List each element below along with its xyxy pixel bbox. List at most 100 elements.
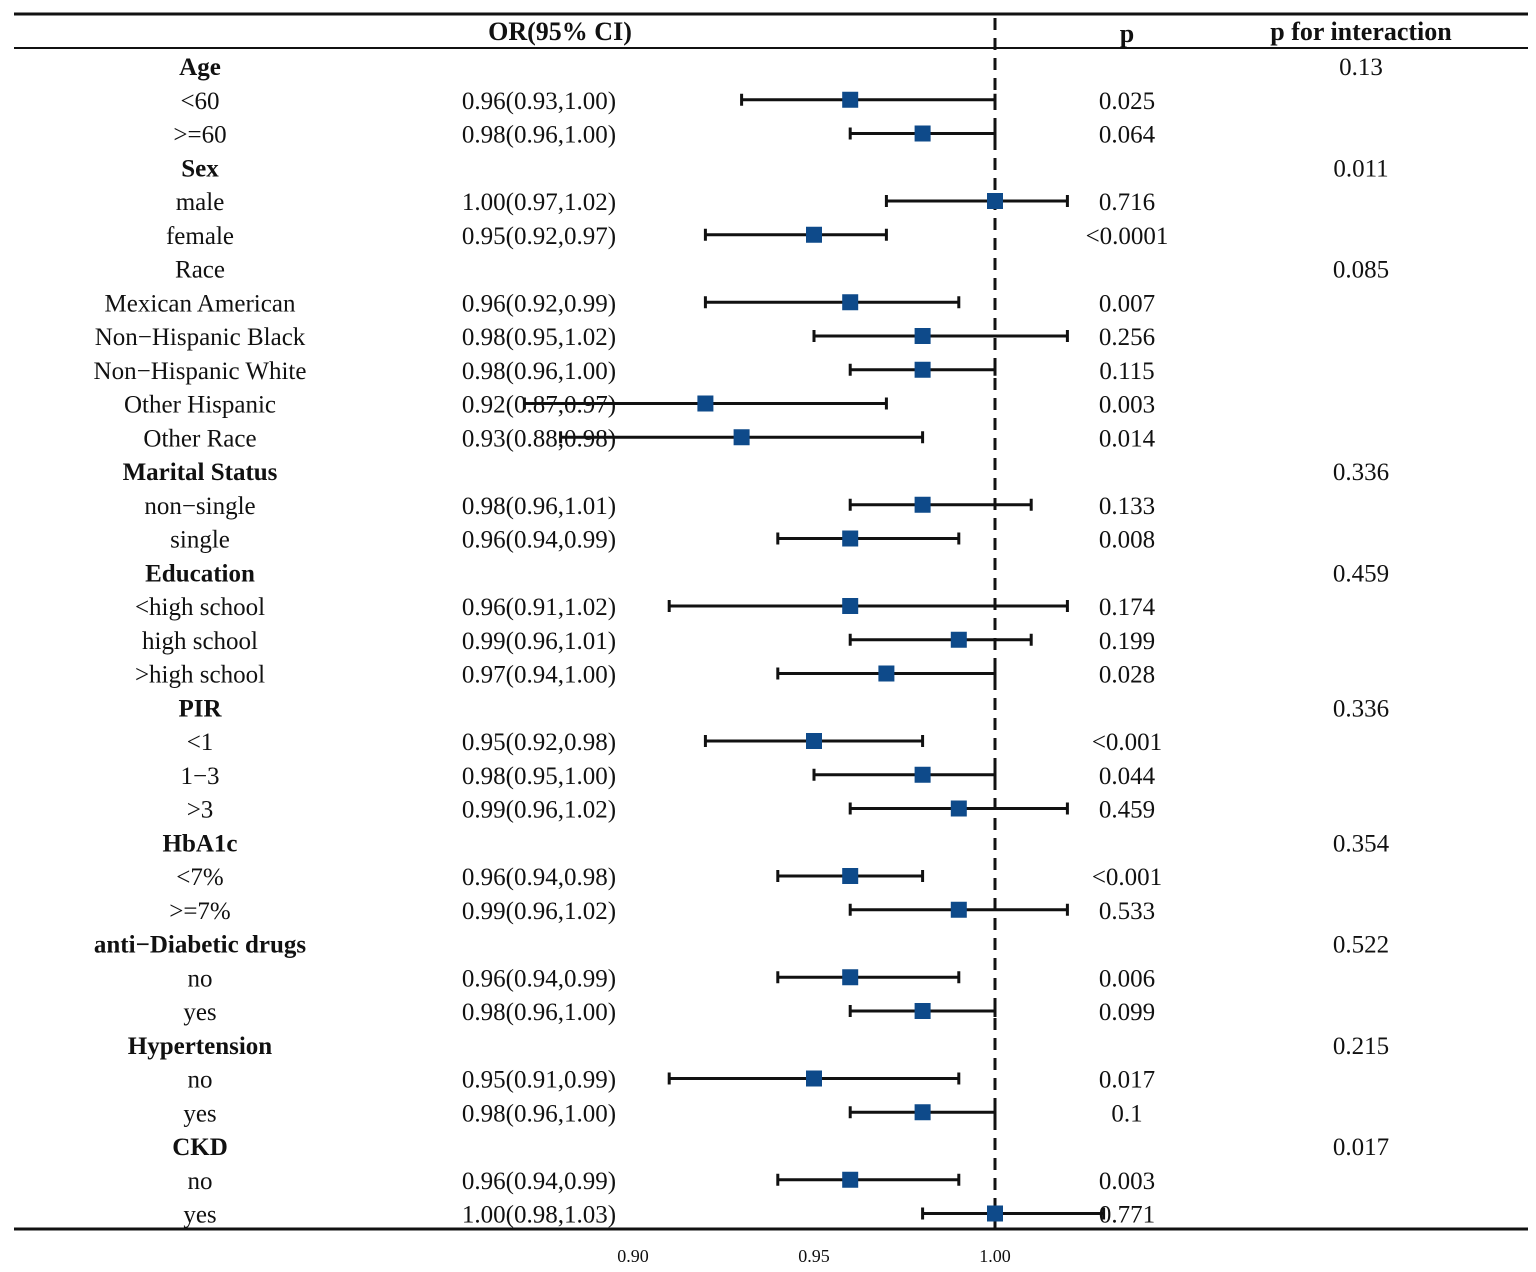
p-value: 0.025 xyxy=(1099,88,1155,115)
or-point-marker xyxy=(697,395,714,412)
or-ci-text: 0.98(0.96,1.00) xyxy=(462,122,616,149)
or-ci-text: 0.95(0.92,0.98) xyxy=(462,729,616,756)
or-point-marker xyxy=(842,91,859,108)
p-value: <0.0001 xyxy=(1086,223,1169,250)
or-ci-text: 0.98(0.95,1.00) xyxy=(462,763,616,790)
p-interaction-value: 0.336 xyxy=(1333,695,1389,722)
subgroup-label: yes xyxy=(183,1100,216,1127)
p-interaction-value: 0.336 xyxy=(1333,459,1389,486)
or-point-marker xyxy=(914,766,931,783)
p-value: 0.115 xyxy=(1099,358,1154,385)
subgroup-label: <7% xyxy=(176,864,223,891)
p-value: 0.007 xyxy=(1099,290,1155,317)
or-point-marker xyxy=(878,665,895,682)
p-interaction-value: 0.215 xyxy=(1333,1033,1389,1060)
or-ci-text: 0.96(0.94,0.98) xyxy=(462,864,616,891)
p-value: 0.006 xyxy=(1099,965,1155,992)
or-ci-text: 0.96(0.94,0.99) xyxy=(462,1168,616,1195)
group-label: Race xyxy=(175,257,225,284)
rows-layer: Age 0.13 <60 0.96(0.93,1.00) 0.025 >=60 0.98(0… xyxy=(94,54,1390,1229)
p-interaction-value: 0.085 xyxy=(1333,257,1389,284)
group-label: Sex xyxy=(181,155,219,182)
or-ci-text: 0.96(0.93,1.00) xyxy=(462,88,616,115)
or-point-marker xyxy=(914,361,931,378)
subgroup-label: non−single xyxy=(144,493,255,520)
p-value: 0.1 xyxy=(1111,1100,1142,1127)
or-ci-text: 0.97(0.94,1.00) xyxy=(462,662,616,689)
x-tick-label: 0.95 xyxy=(798,1246,830,1266)
or-point-marker xyxy=(842,969,859,986)
p-value: 0.003 xyxy=(1099,1168,1155,1195)
or-point-marker xyxy=(806,733,822,749)
subgroup-label: male xyxy=(176,189,225,216)
header-or: OR(95% CI) xyxy=(488,17,632,46)
or-point-marker xyxy=(914,1104,931,1121)
or-point-marker xyxy=(806,1070,822,1087)
ci-layer xyxy=(522,91,1106,1222)
subgroup-label: female xyxy=(166,223,234,250)
or-ci-text: 0.98(0.96,1.00) xyxy=(462,1100,616,1127)
p-value: 0.099 xyxy=(1099,999,1155,1026)
x-axis-ticks: 0.90 0.95 1.00 xyxy=(617,1246,1011,1266)
subgroup-label: >high school xyxy=(135,662,265,689)
header-p: p xyxy=(1120,19,1134,48)
p-value: 0.199 xyxy=(1099,628,1155,655)
or-ci-text: 0.99(0.96,1.01) xyxy=(462,628,616,655)
p-value: 0.028 xyxy=(1099,662,1155,689)
or-point-marker xyxy=(842,294,859,311)
or-point-marker xyxy=(842,598,859,614)
subgroup-label: no xyxy=(188,965,213,992)
or-ci-text: 1.00(0.97,1.02) xyxy=(462,189,616,216)
or-ci-text: 0.98(0.95,1.02) xyxy=(462,324,616,351)
or-point-marker xyxy=(842,868,859,884)
or-ci-text: 1.00(0.98,1.03) xyxy=(462,1202,616,1229)
or-ci-text: 0.96(0.92,0.99) xyxy=(462,290,616,317)
group-label: PIR xyxy=(178,695,222,722)
or-point-marker xyxy=(842,1171,859,1188)
or-ci-text: 0.98(0.96,1.00) xyxy=(462,358,616,385)
group-label: Age xyxy=(179,54,221,81)
or-point-marker xyxy=(914,1003,931,1019)
subgroup-label: yes xyxy=(183,1202,216,1229)
subgroup-label: Mexican American xyxy=(105,290,296,317)
p-value: 0.174 xyxy=(1099,594,1156,621)
p-value: 0.533 xyxy=(1099,898,1155,925)
subgroup-label: >=7% xyxy=(169,898,231,925)
subgroup-label: single xyxy=(170,527,230,554)
p-value: <0.001 xyxy=(1092,729,1162,756)
p-interaction-value: 0.459 xyxy=(1333,560,1389,587)
or-point-marker xyxy=(950,901,967,918)
group-label: Hypertension xyxy=(128,1033,273,1060)
p-value: 0.008 xyxy=(1099,527,1155,554)
p-value: 0.133 xyxy=(1099,493,1155,520)
x-tick-label: 1.00 xyxy=(979,1246,1011,1266)
p-value: 0.064 xyxy=(1099,122,1156,149)
group-label: HbA1c xyxy=(163,830,238,857)
or-ci-text: 0.96(0.94,0.99) xyxy=(462,527,616,554)
subgroup-label: Other Race xyxy=(143,425,256,452)
group-label: CKD xyxy=(172,1134,228,1161)
subgroup-label: Non−Hispanic Black xyxy=(95,324,306,351)
or-ci-text: 0.95(0.91,0.99) xyxy=(462,1067,616,1094)
or-point-marker xyxy=(914,125,931,142)
header-p-interaction: p for interaction xyxy=(1270,17,1452,46)
p-interaction-value: 0.011 xyxy=(1333,155,1388,182)
p-value: 0.771 xyxy=(1099,1202,1155,1229)
subgroup-label: <high school xyxy=(135,594,265,621)
p-value: <0.001 xyxy=(1092,864,1162,891)
subgroup-label: yes xyxy=(183,999,216,1026)
x-tick-label: 0.90 xyxy=(617,1246,649,1266)
subgroup-label: >3 xyxy=(187,797,214,824)
p-value: 0.003 xyxy=(1099,392,1155,419)
p-value: 0.716 xyxy=(1099,189,1155,216)
subgroup-label: high school xyxy=(142,628,258,655)
subgroup-label: >=60 xyxy=(173,122,226,149)
or-point-marker xyxy=(950,631,967,648)
p-value: 0.459 xyxy=(1099,797,1155,824)
or-point-marker xyxy=(914,328,931,344)
or-point-marker xyxy=(733,429,750,446)
or-ci-text: 0.99(0.96,1.02) xyxy=(462,797,616,824)
subgroup-label: 1−3 xyxy=(180,763,219,790)
p-interaction-value: 0.354 xyxy=(1333,830,1390,857)
